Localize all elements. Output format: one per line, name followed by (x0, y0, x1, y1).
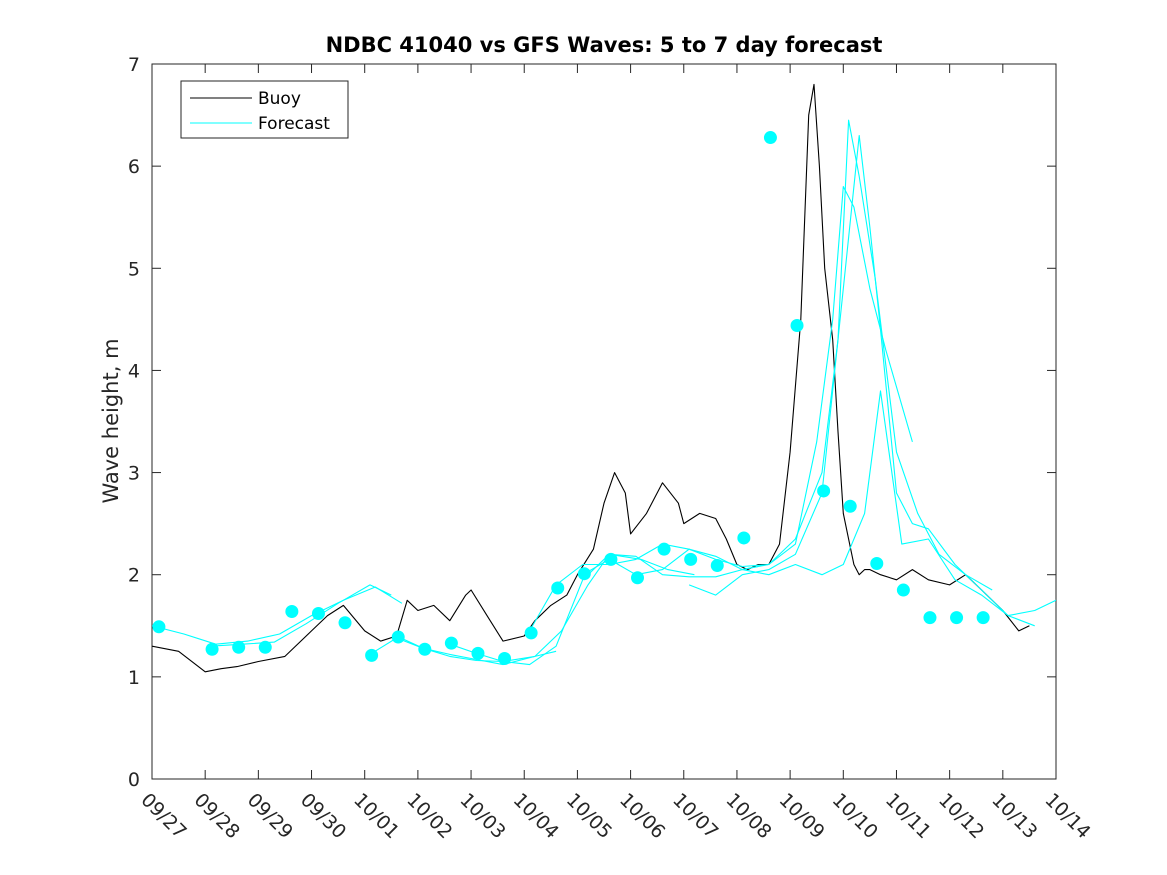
forecast-marker (737, 531, 751, 545)
forecast-marker (365, 648, 379, 662)
forecast-series-line-1 (152, 586, 403, 645)
forecast-marker (684, 552, 698, 566)
forecast-marker (950, 611, 964, 625)
forecast-marker (923, 611, 937, 625)
legend-box (180, 80, 349, 139)
legend-buoy-label: Buoy (258, 89, 301, 109)
x-tick-label: 10/04 (509, 789, 563, 843)
plot-area (151, 63, 1057, 780)
forecast-marker (258, 640, 272, 654)
forecast-marker (843, 499, 857, 513)
x-tick-label: 10/12 (934, 789, 988, 843)
forecast-marker (976, 611, 990, 625)
forecast-marker (710, 559, 724, 573)
x-tick-label: 09/30 (296, 789, 350, 843)
x-tick-label: 10/01 (349, 789, 403, 843)
y-tick-labels: 0 1 2 3 4 5 6 7 (128, 54, 140, 791)
forecast-marker (551, 581, 565, 595)
y-tick-label: 5 (128, 258, 140, 280)
x-tick-label: 09/29 (243, 789, 297, 843)
forecast-marker (498, 651, 512, 665)
forecast-marker (205, 642, 219, 656)
forecast-marker (577, 567, 591, 581)
buoy-series-line (152, 83, 1030, 673)
x-tick-label: 10/07 (668, 789, 722, 843)
forecast-marker (471, 646, 485, 660)
forecast-marker (870, 556, 884, 570)
forecast-marker (391, 630, 405, 644)
markers-layer (152, 131, 990, 665)
x-tick-label: 10/13 (987, 789, 1041, 843)
x-tick-label: 10/14 (1040, 789, 1094, 843)
forecast-series-line-6 (529, 186, 913, 632)
forecast-marker (896, 583, 910, 597)
series-layer (152, 83, 1056, 673)
x-tick-label: 10/06 (615, 789, 669, 843)
legend-forecast-label: Forecast (258, 114, 330, 134)
x-tick-label: 10/10 (828, 789, 882, 843)
forecast-marker (631, 571, 645, 585)
x-tick-label: 10/11 (881, 789, 935, 843)
forecast-series-line-9 (742, 390, 1056, 617)
x-tick-label: 09/27 (136, 789, 190, 843)
x-tick-label: 10/05 (562, 789, 616, 843)
y-tick-label: 7 (128, 54, 140, 76)
forecast-marker (444, 636, 458, 650)
y-tick-label: 1 (128, 667, 140, 689)
forecast-marker (790, 318, 804, 332)
forecast-marker (524, 626, 538, 640)
x-tick-label: 10/03 (456, 789, 510, 843)
forecast-marker (657, 542, 671, 556)
forecast-marker (338, 616, 352, 630)
forecast-marker (311, 607, 325, 621)
forecast-marker (232, 640, 246, 654)
y-axis-label: Wave height, m (99, 338, 123, 503)
forecast-marker (418, 642, 432, 656)
forecast-marker (285, 604, 299, 618)
x-tick-label: 10/09 (775, 789, 829, 843)
forecast-marker (763, 131, 777, 145)
x-tick-label: 10/02 (402, 789, 456, 843)
ticks-layer (151, 63, 1057, 780)
forecast-marker (817, 484, 831, 498)
y-tick-label: 0 (128, 769, 140, 791)
chart-title: NDBC 41040 vs GFS Waves: 5 to 7 day fore… (326, 33, 883, 57)
forecast-series-line-7 (582, 119, 993, 591)
y-tick-label: 2 (128, 565, 140, 587)
x-tick-label: 10/08 (721, 789, 775, 843)
legend: Buoy Forecast (180, 80, 349, 139)
x-tick-labels: 09/2709/2809/2909/3010/0110/0210/0310/04… (136, 789, 1094, 843)
forecast-marker (604, 552, 618, 566)
forecast-series-line-8 (688, 134, 1035, 627)
x-tick-label: 09/28 (190, 789, 244, 843)
y-tick-label: 4 (128, 360, 140, 382)
y-tick-label: 3 (128, 463, 140, 485)
forecast-series-line-4 (396, 553, 695, 666)
forecast-marker (152, 620, 166, 634)
y-tick-label: 6 (128, 156, 140, 178)
